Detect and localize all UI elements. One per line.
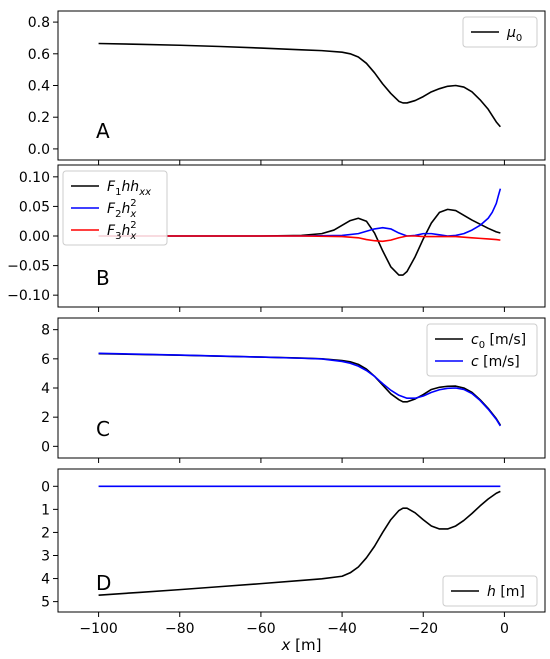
y-tick-label: −0.10 bbox=[7, 288, 50, 304]
legend-entry: μ0 bbox=[506, 25, 522, 44]
series-line-a-0 bbox=[98, 42, 501, 128]
legend-box bbox=[426, 323, 538, 377]
y-tick-label: 4 bbox=[41, 572, 50, 588]
x-tick-label: −100 bbox=[79, 621, 117, 637]
x-tick-label: −20 bbox=[408, 621, 438, 637]
legend-box bbox=[62, 170, 168, 246]
legend-entry: F2hx2 bbox=[107, 198, 137, 220]
legend: c0 [m/s] c [m/s] bbox=[426, 323, 538, 377]
panel-label: C bbox=[96, 417, 110, 441]
y-tick-label: 0.0 bbox=[28, 142, 50, 158]
panel-label: D bbox=[96, 571, 111, 595]
y-tick-label: −0.05 bbox=[7, 259, 50, 275]
axes-frame bbox=[57, 468, 546, 613]
y-tick-label: 0.4 bbox=[28, 79, 50, 95]
y-tick-label: 5 bbox=[41, 595, 50, 611]
series-line-b-0 bbox=[98, 208, 501, 276]
y-tick-label: 0.6 bbox=[28, 47, 50, 63]
legend-entry: F3hx2 bbox=[107, 220, 137, 242]
legend-box bbox=[442, 575, 538, 607]
x-tick-label: −60 bbox=[246, 621, 276, 637]
series-line-c-1 bbox=[98, 352, 502, 427]
panel-c: 8 6 4 2 0 Cc0 [m/s] c [m/s] bbox=[41, 317, 546, 463]
y-tick-label: 0 bbox=[41, 439, 50, 455]
y-tick-label: 0.10 bbox=[19, 170, 50, 186]
y-tick-label: 0.00 bbox=[19, 229, 50, 245]
x-axis-label: x [m] bbox=[281, 636, 322, 654]
panel-d: 0 1 2 3 4 5 −100 −80 −60 −40 −20 0 D h [m] x [m] bbox=[41, 468, 546, 654]
series-line-d-0 bbox=[98, 490, 501, 596]
legend: h [m] bbox=[442, 575, 538, 607]
x-tick-label: −80 bbox=[165, 621, 195, 637]
panel-a: 0.8 0.6 0.4 0.2 0.0 Aμ0 bbox=[28, 10, 546, 165]
y-tick-label: 0.8 bbox=[28, 15, 50, 31]
legend-box bbox=[462, 16, 538, 48]
y-tick-label: 0 bbox=[41, 479, 50, 495]
legend-entry: h [m] bbox=[487, 584, 525, 600]
series-line-b-1 bbox=[98, 188, 502, 237]
y-tick-label: 8 bbox=[41, 323, 50, 339]
panel-label: B bbox=[96, 266, 110, 290]
y-tick-label: 4 bbox=[41, 381, 50, 397]
legend: μ0 bbox=[462, 16, 538, 48]
y-tick-label: 6 bbox=[41, 352, 50, 368]
y-tick-label: 2 bbox=[41, 410, 50, 426]
legend-entry: c0 [m/s] bbox=[471, 332, 526, 351]
y-tick-label: 1 bbox=[41, 502, 50, 518]
y-tick-label: 0.2 bbox=[28, 110, 50, 126]
legend-entry: F1hhxx bbox=[107, 179, 151, 198]
legend-entry: c [m/s] bbox=[471, 354, 520, 370]
y-tick-label: 2 bbox=[41, 525, 50, 541]
panel-label: A bbox=[96, 119, 110, 143]
y-tick-label: 3 bbox=[41, 548, 50, 564]
y-tick-label: 0.05 bbox=[19, 199, 50, 215]
x-tick-label: 0 bbox=[500, 621, 509, 637]
series-line-b-2 bbox=[98, 235, 501, 243]
x-tick-label: −40 bbox=[327, 621, 357, 637]
